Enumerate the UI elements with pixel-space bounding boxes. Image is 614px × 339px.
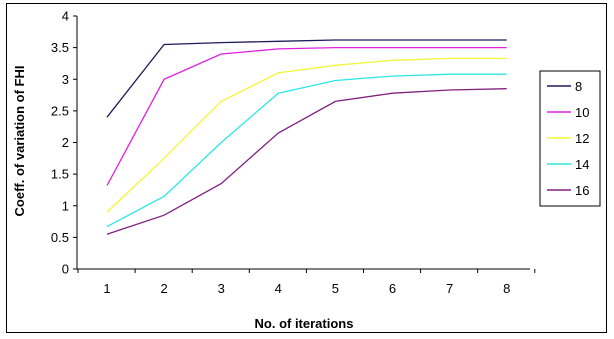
series-line-16: [106, 88, 507, 235]
y-tick-label: 2: [62, 135, 69, 150]
x-tick-label: 7: [446, 281, 453, 296]
y-tick-label: 3: [62, 72, 69, 87]
legend-label: 8: [575, 79, 582, 94]
x-tick-label: 5: [332, 281, 339, 296]
x-tick-label: 1: [103, 281, 110, 296]
y-ticks: 0 0.5 1 1.5 2 2.5 3 3.5 4: [51, 9, 77, 277]
y-tick-label: 4: [62, 9, 69, 24]
legend-label: 14: [575, 157, 589, 172]
series-lines: [106, 39, 507, 235]
y-axis-title: Coeff. of variation of FHI: [12, 66, 27, 217]
legend-label: 10: [575, 105, 589, 120]
legend: 8 10 12 14 16: [539, 70, 601, 207]
legend-label: 12: [575, 131, 589, 146]
series-line-10: [106, 46, 507, 186]
x-tick-label: 3: [218, 281, 225, 296]
x-tick-label: 2: [160, 281, 167, 296]
y-tick-label: 1: [62, 198, 69, 213]
x-tick-label: 6: [389, 281, 396, 296]
y-tick-label: 0.5: [51, 230, 69, 245]
x-ticks: 1 2 3 4 5 6 7 8: [77, 269, 536, 296]
series-line-12: [106, 57, 507, 213]
series-line-14: [106, 73, 507, 228]
x-tick-label: 8: [503, 281, 510, 296]
x-tick-label: 4: [275, 281, 282, 296]
y-tick-label: 3.5: [51, 40, 69, 55]
series-line-8: [106, 39, 507, 118]
x-axis-title: No. of iterations: [255, 316, 354, 331]
legend-label: 16: [575, 183, 589, 198]
y-tick-label: 1.5: [51, 167, 69, 182]
y-tick-label: 0: [62, 262, 69, 277]
y-tick-label: 2.5: [51, 103, 69, 118]
